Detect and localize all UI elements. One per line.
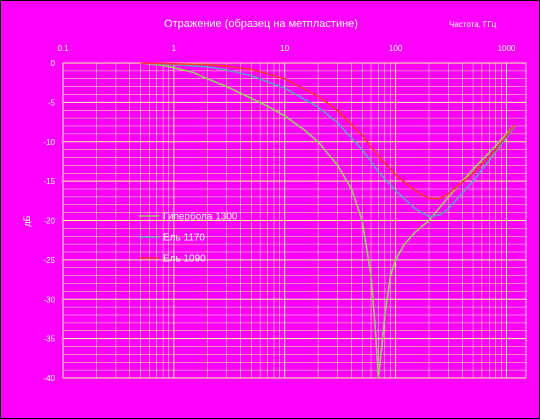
series-line-3 [140, 62, 516, 200]
legend-label-3: Ель 1090 [163, 254, 206, 265]
series-line-1 [140, 62, 516, 379]
x-tick-label: 1000 [498, 44, 516, 53]
y-tick-label: -35 [43, 335, 55, 344]
y-tick-label: -10 [43, 138, 55, 147]
y-tick-label: -5 [48, 98, 56, 107]
y-tick-label: 0 [51, 59, 56, 68]
legend-label-1: Гипербола 1300 [163, 211, 238, 223]
series-lines [140, 62, 516, 379]
gridlines [62, 62, 527, 379]
legend-label-2: Ель 1170 [163, 233, 205, 244]
y-tick-label: -30 [43, 295, 55, 304]
y-tick-label: -25 [43, 256, 55, 265]
legend: Гипербола 1300 Ель 1170 Ель 1090 [139, 211, 238, 265]
x-axis-title: Частота, ГГц [449, 20, 497, 29]
x-tick-label: 1 [172, 44, 177, 53]
chart-title: Отражение (образец на метпластине) [164, 18, 358, 30]
y-tick-label: -20 [43, 217, 55, 226]
y-tick-label: -40 [43, 374, 55, 383]
y-tick-label: -15 [43, 177, 55, 186]
x-tick-label: 0.1 [57, 44, 69, 53]
series-line-2 [140, 62, 516, 218]
x-tick-label: 100 [389, 44, 403, 53]
y-axis-title: дБ [22, 215, 32, 226]
x-tick-label: 10 [280, 44, 289, 53]
tick-labels: 0.1 1 10 100 1000 0 -5 -10 -15 -20 -25 -30 -35 -40 [43, 44, 515, 383]
